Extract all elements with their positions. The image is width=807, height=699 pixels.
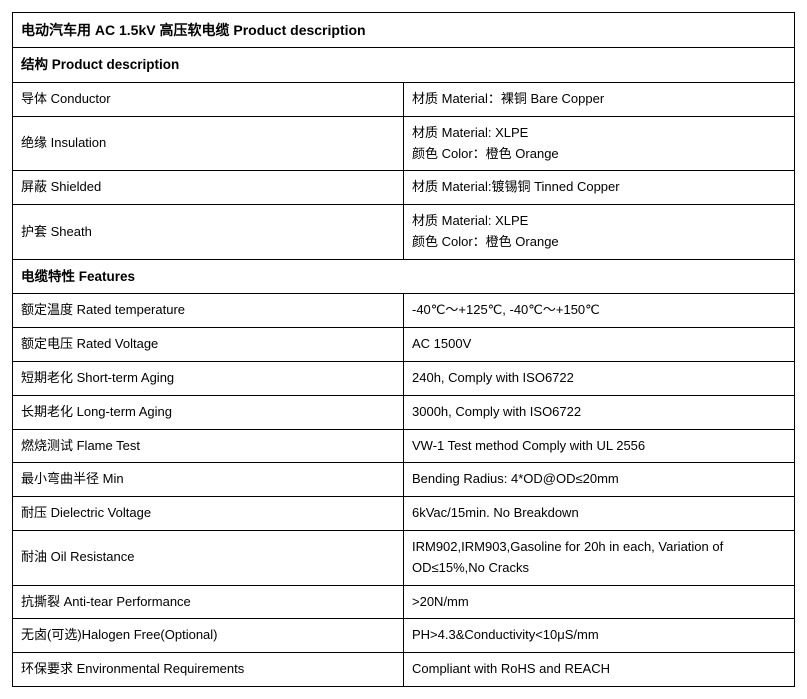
feature-value: VW-1 Test method Comply with UL 2556 [404,429,795,463]
structure-label: 绝缘 Insulation [13,116,404,171]
structure-row: 绝缘 Insulation材质 Material: XLPE 颜色 Color：… [13,116,795,171]
feature-row: 耐油 Oil ResistanceIRM902,IRM903,Gasoline … [13,530,795,585]
structure-row: 护套 Sheath材质 Material: XLPE 颜色 Color：橙色 O… [13,205,795,260]
feature-label: 抗撕裂 Anti-tear Performance [13,585,404,619]
feature-label: 环保要求 Environmental Requirements [13,653,404,687]
feature-value: PH>4.3&Conductivity<10μS/mm [404,619,795,653]
feature-label: 燃烧测试 Flame Test [13,429,404,463]
structure-row: 导体 Conductor材质 Material：裸铜 Bare Copper [13,82,795,116]
feature-row: 无卤(可选)Halogen Free(Optional)PH>4.3&Condu… [13,619,795,653]
structure-label: 护套 Sheath [13,205,404,260]
title-row: 电动汽车用 AC 1.5kV 高压软电缆 Product description [13,13,795,48]
feature-label: 长期老化 Long-term Aging [13,395,404,429]
section2-heading-row: 电缆特性 Features [13,259,795,294]
spec-table: 电动汽车用 AC 1.5kV 高压软电缆 Product description… [12,12,795,687]
structure-label: 导体 Conductor [13,82,404,116]
feature-value: AC 1500V [404,328,795,362]
feature-label: 耐压 Dielectric Voltage [13,497,404,531]
feature-row: 额定电压 Rated VoltageAC 1500V [13,328,795,362]
feature-value: Bending Radius: 4*OD@OD≤20mm [404,463,795,497]
feature-value: 6kVac/15min. No Breakdown [404,497,795,531]
feature-value: IRM902,IRM903,Gasoline for 20h in each, … [404,530,795,585]
feature-label: 额定温度 Rated temperature [13,294,404,328]
structure-value: 材质 Material:镀锡铜 Tinned Copper [404,171,795,205]
feature-value: 3000h, Comply with ISO6722 [404,395,795,429]
section1-heading-row: 结构 Product description [13,48,795,83]
feature-row: 耐压 Dielectric Voltage6kVac/15min. No Bre… [13,497,795,531]
feature-row: 长期老化 Long-term Aging3000h, Comply with I… [13,395,795,429]
structure-row: 屏蔽 Shielded材质 Material:镀锡铜 Tinned Copper [13,171,795,205]
feature-row: 额定温度 Rated temperature-40℃～+125℃, -40℃～+… [13,294,795,328]
structure-label: 屏蔽 Shielded [13,171,404,205]
feature-label: 无卤(可选)Halogen Free(Optional) [13,619,404,653]
structure-value: 材质 Material: XLPE 颜色 Color：橙色 Orange [404,205,795,260]
feature-label: 额定电压 Rated Voltage [13,328,404,362]
feature-row: 抗撕裂 Anti-tear Performance>20N/mm [13,585,795,619]
feature-row: 最小弯曲半径 MinBending Radius: 4*OD@OD≤20mm [13,463,795,497]
feature-value: -40℃～+125℃, -40℃～+150℃ [404,294,795,328]
feature-row: 环保要求 Environmental RequirementsCompliant… [13,653,795,687]
feature-label: 最小弯曲半径 Min [13,463,404,497]
feature-value: Compliant with RoHS and REACH [404,653,795,687]
feature-label: 短期老化 Short-term Aging [13,361,404,395]
section1-heading: 结构 Product description [13,48,795,83]
feature-row: 燃烧测试 Flame TestVW-1 Test method Comply w… [13,429,795,463]
section2-heading: 电缆特性 Features [13,259,795,294]
feature-value: 240h, Comply with ISO6722 [404,361,795,395]
structure-value: 材质 Material：裸铜 Bare Copper [404,82,795,116]
feature-label: 耐油 Oil Resistance [13,530,404,585]
feature-row: 短期老化 Short-term Aging240h, Comply with I… [13,361,795,395]
title-cell: 电动汽车用 AC 1.5kV 高压软电缆 Product description [13,13,795,48]
structure-value: 材质 Material: XLPE 颜色 Color：橙色 Orange [404,116,795,171]
feature-value: >20N/mm [404,585,795,619]
